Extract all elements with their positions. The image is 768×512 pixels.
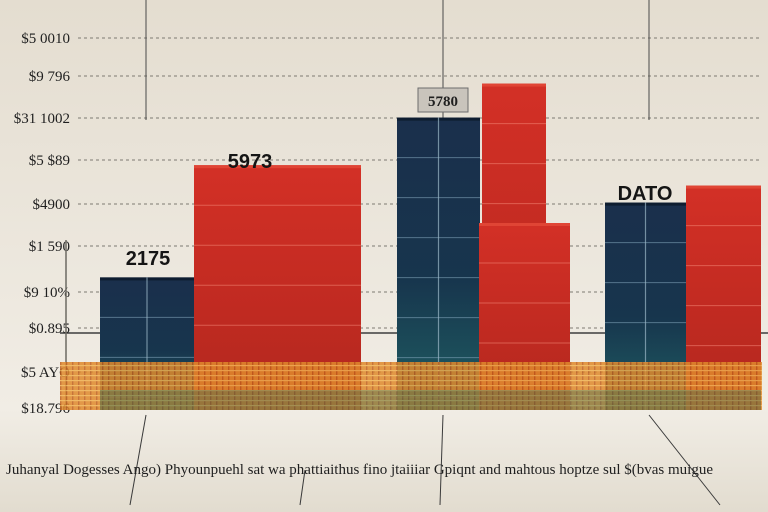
base-band <box>60 362 762 410</box>
chart-caption: Juhanyal Dogesses Ango) Phyounpuehl sat … <box>6 462 713 478</box>
y-tick-label: $1 590 <box>29 239 70 255</box>
band-shadow <box>100 390 761 410</box>
y-tick-label: $0.895 <box>29 321 70 337</box>
caption-leaders <box>129 414 721 506</box>
data-labels: 2175 5973 DATO <box>126 151 673 270</box>
data-label: DATO <box>618 183 673 205</box>
leader-line <box>439 414 444 506</box>
data-label: 2175 <box>126 248 171 270</box>
data-label: 5973 <box>228 151 273 173</box>
y-tick-label: $4900 <box>33 197 71 213</box>
small-label: 5780 <box>428 94 458 110</box>
y-tick-label: $18.796 <box>21 401 70 417</box>
y-axis-ticks: $18.796 $5 AYO $0.895 $9 10% $1 590 $4900 $5 $… <box>14 31 71 417</box>
band-fill <box>60 362 762 410</box>
leader-line <box>648 414 721 506</box>
small-label-box <box>417 87 469 113</box>
navy-bar <box>397 117 480 410</box>
leader-line <box>129 414 147 506</box>
y-tick-label: $31 1002 <box>14 111 70 127</box>
y-tick-label: $5 0010 <box>21 31 70 47</box>
y-tick-label: $5 $89 <box>29 153 70 169</box>
y-tick-label: $9 10% <box>24 285 70 301</box>
leader-line <box>299 469 306 506</box>
y-tick-label: $5 AYO <box>21 365 70 381</box>
y-tick-label: $9 796 <box>29 69 71 85</box>
